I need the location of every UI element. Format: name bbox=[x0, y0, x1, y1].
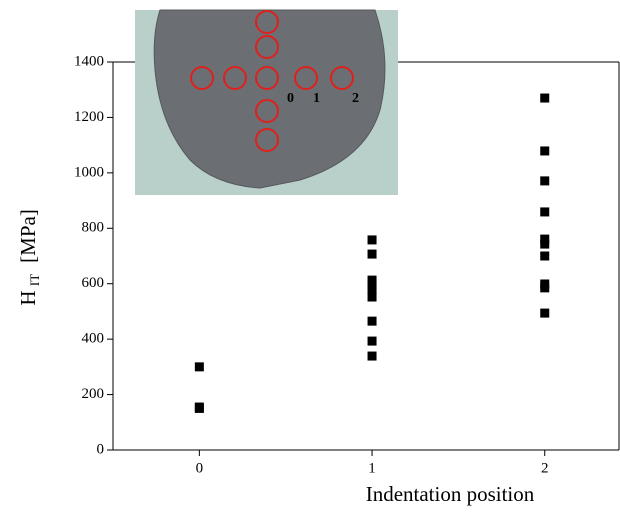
y-axis-label: H IT [MPa] bbox=[16, 209, 42, 305]
point bbox=[194, 362, 204, 372]
y-tick-label: 600 bbox=[82, 275, 105, 291]
point bbox=[367, 336, 377, 346]
point bbox=[367, 351, 377, 361]
point bbox=[540, 283, 550, 293]
x-axis-label: Indentation position bbox=[366, 482, 535, 506]
inset-label: 2 bbox=[352, 91, 359, 106]
y-tick-label: 0 bbox=[97, 441, 105, 457]
y-tick-label: 1000 bbox=[74, 164, 104, 180]
point bbox=[367, 249, 377, 259]
inset-label: 0 bbox=[287, 91, 294, 106]
x-tick-label: 2 bbox=[541, 460, 549, 476]
point bbox=[540, 239, 550, 249]
point bbox=[367, 285, 377, 295]
y-tick-label: 800 bbox=[82, 220, 105, 236]
inset-label: 1 bbox=[313, 91, 320, 106]
point bbox=[540, 308, 550, 318]
point bbox=[540, 234, 550, 244]
y-label-main: H bbox=[16, 290, 40, 305]
point bbox=[540, 207, 550, 217]
plot-area bbox=[194, 93, 550, 413]
x-tick-label: 1 bbox=[368, 460, 376, 476]
point bbox=[367, 316, 377, 326]
point bbox=[367, 235, 377, 245]
y-label-unit: [MPa] bbox=[16, 209, 40, 263]
point bbox=[367, 275, 377, 285]
point bbox=[540, 176, 550, 186]
point bbox=[540, 251, 550, 261]
point bbox=[540, 146, 550, 156]
indent-circles bbox=[190, 10, 354, 152]
point bbox=[540, 93, 550, 103]
y-tick-label: 1200 bbox=[74, 109, 104, 125]
y-tick-label: 400 bbox=[82, 331, 105, 347]
point bbox=[194, 403, 204, 413]
point bbox=[367, 280, 377, 290]
y-tick-label: 200 bbox=[82, 386, 105, 402]
y-label-sub: IT bbox=[27, 274, 42, 286]
inset-specimen bbox=[153, 9, 386, 189]
y-tick-label: 1400 bbox=[74, 53, 104, 69]
point bbox=[367, 292, 377, 302]
x-tick-label: 0 bbox=[196, 460, 204, 476]
inset-micrograph: 0 1 2 bbox=[135, 9, 398, 195]
